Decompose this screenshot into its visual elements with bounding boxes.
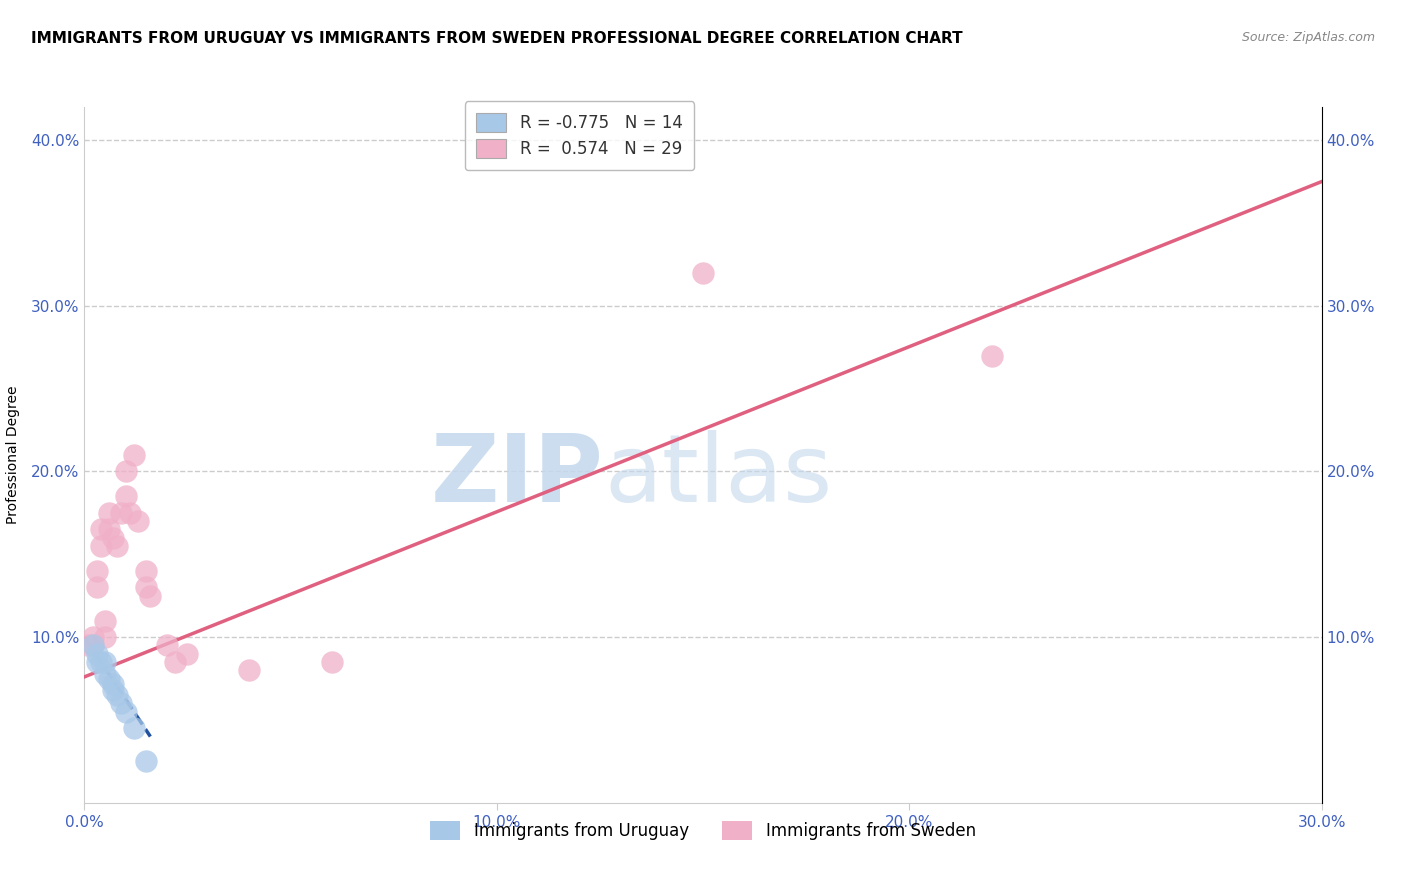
- Point: [90, 523, 112, 537]
- Point: [77, 639, 100, 653]
- Point: [321, 655, 343, 669]
- Point: [86, 655, 108, 669]
- Point: [135, 755, 157, 769]
- Point: [122, 721, 145, 735]
- Point: [118, 506, 141, 520]
- Point: [135, 581, 157, 595]
- Point: [98, 523, 121, 537]
- Point: [114, 705, 136, 719]
- Point: [103, 531, 125, 545]
- Point: [114, 465, 136, 479]
- Point: [94, 655, 117, 669]
- Point: [105, 539, 128, 553]
- Point: [103, 683, 125, 698]
- Point: [86, 564, 108, 578]
- Point: [156, 639, 179, 653]
- Point: [114, 489, 136, 503]
- Point: [98, 672, 121, 686]
- Point: [98, 506, 121, 520]
- Text: Source: ZipAtlas.com: Source: ZipAtlas.com: [1241, 31, 1375, 45]
- Text: atlas: atlas: [605, 430, 832, 522]
- Point: [110, 506, 132, 520]
- Point: [86, 647, 108, 661]
- Point: [82, 639, 104, 653]
- Point: [176, 647, 198, 661]
- Point: [127, 514, 149, 528]
- Point: [82, 639, 104, 653]
- Point: [105, 688, 128, 702]
- Point: [122, 448, 145, 462]
- Point: [135, 564, 157, 578]
- Point: [980, 349, 1002, 363]
- Point: [692, 266, 714, 280]
- Point: [238, 663, 260, 677]
- Point: [94, 666, 117, 681]
- Point: [90, 539, 112, 553]
- Point: [139, 589, 162, 603]
- Point: [94, 630, 117, 644]
- Point: [90, 655, 112, 669]
- Point: [86, 581, 108, 595]
- Point: [94, 614, 117, 628]
- Legend: Immigrants from Uruguay, Immigrants from Sweden: Immigrants from Uruguay, Immigrants from…: [423, 814, 983, 847]
- Point: [110, 697, 132, 711]
- Point: [165, 655, 187, 669]
- Point: [103, 676, 125, 690]
- Text: IMMIGRANTS FROM URUGUAY VS IMMIGRANTS FROM SWEDEN PROFESSIONAL DEGREE CORRELATIO: IMMIGRANTS FROM URUGUAY VS IMMIGRANTS FR…: [31, 31, 963, 46]
- Point: [82, 630, 104, 644]
- Y-axis label: Professional Degree: Professional Degree: [6, 385, 20, 524]
- Text: ZIP: ZIP: [432, 430, 605, 522]
